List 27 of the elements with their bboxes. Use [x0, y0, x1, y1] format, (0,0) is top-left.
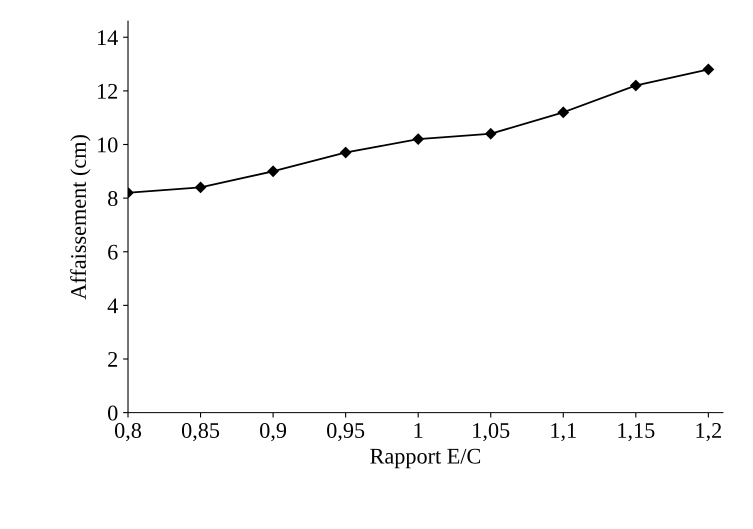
point [194, 182, 206, 193]
point [412, 134, 424, 145]
x-tick-label: 0,8 [114, 422, 142, 442]
x-tick-label: 1,15 [618, 423, 654, 442]
x-tick-label: 1,2 [696, 423, 722, 442]
y-tick-label: 10 [98, 137, 118, 152]
y-tick-label: 2 [108, 352, 118, 367]
x-axis-title: Rapport E/C [370, 448, 480, 468]
y-tick-label: 14 [98, 30, 118, 45]
x-tick-label: 1,1 [551, 423, 576, 442]
point [340, 146, 352, 158]
x-tick-label: 0,95 [327, 422, 364, 442]
y-tick-label: 12 [98, 84, 118, 99]
point [558, 106, 569, 118]
point [267, 166, 279, 177]
y-tick-label: 6 [108, 244, 118, 260]
y-axis-title: Affaissement (cm) [70, 135, 91, 300]
x-tick-label: 0,85 [182, 422, 220, 442]
y-tick-label: 4 [108, 298, 118, 314]
x-tick-label: 1,05 [473, 422, 510, 442]
x-tick-label: 0,9 [260, 422, 286, 442]
point [630, 80, 642, 92]
point [485, 128, 496, 140]
point [702, 64, 714, 76]
y-tick-label: 0 [108, 406, 118, 421]
x-tick-label: 1 [414, 423, 422, 438]
y-tick-label: 8 [108, 191, 118, 206]
